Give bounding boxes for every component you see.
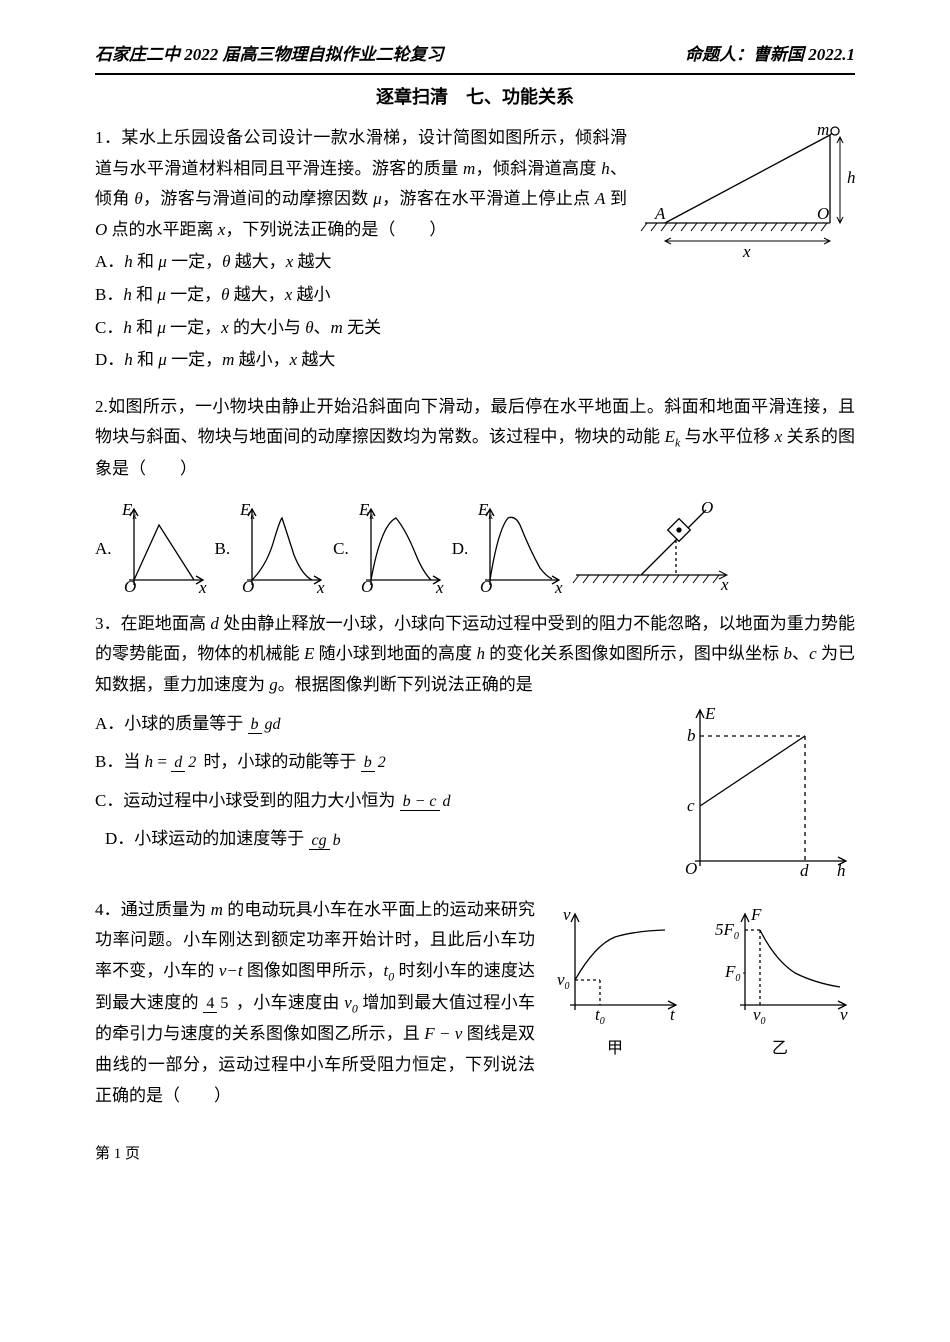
- svg-text:O: O: [480, 577, 492, 595]
- svg-text:O: O: [701, 498, 713, 517]
- svg-text:Ek: Ek: [358, 500, 374, 522]
- svg-text:E: E: [704, 704, 716, 723]
- svg-text:v: v: [840, 1005, 848, 1024]
- q1-fig-A: A: [654, 204, 666, 223]
- q2-option-d: D. Ek x O: [452, 500, 566, 595]
- q1-option-d: D．h 和 μ 一定，m 越小，x 越大: [95, 345, 855, 376]
- page-footer: 第 1 页: [95, 1141, 855, 1168]
- q2-stem: 2.如图所示，一小物块由静止开始沿斜面向下滑动，最后停在水平地面上。斜面和地面平…: [95, 392, 855, 485]
- q4-fig2-caption: 乙: [705, 1035, 855, 1064]
- question-2: 2.如图所示，一小物块由静止开始沿斜面向下滑动，最后停在水平地面上。斜面和地面平…: [95, 392, 855, 595]
- svg-text:v0: v0: [557, 970, 570, 992]
- q1-fig-O: O: [817, 204, 829, 223]
- svg-text:F: F: [750, 905, 762, 924]
- svg-text:x: x: [198, 578, 207, 595]
- q2-graph-c: Ek x O: [351, 500, 446, 595]
- svg-text:5F0: 5F0: [715, 920, 739, 942]
- question-4: v v0 t0 t 甲 F 5F0 F0: [95, 895, 855, 1112]
- svg-text:Ek: Ek: [477, 500, 493, 522]
- q4-figure-2: F 5F0 F0 v0 v: [705, 905, 855, 1025]
- q1-fig-m: m: [817, 123, 829, 139]
- svg-text:Ek: Ek: [121, 500, 137, 522]
- q1-fig-x: x: [742, 242, 751, 261]
- q2-option-b: B. Ek x O: [215, 500, 328, 595]
- svg-text:v: v: [563, 905, 571, 924]
- svg-text:O: O: [361, 577, 373, 595]
- svg-text:b: b: [687, 726, 696, 745]
- svg-text:F0: F0: [724, 962, 740, 984]
- q4-fig1-caption: 甲: [545, 1035, 685, 1064]
- svg-text:O: O: [685, 859, 697, 878]
- q2-graph-a: Ek x O: [114, 500, 209, 595]
- svg-text:x: x: [435, 578, 444, 595]
- q1-figure: m h A O x: [635, 123, 855, 263]
- svg-text:d: d: [800, 861, 809, 880]
- q4-figure-1: v v0 t0 t: [545, 905, 685, 1025]
- page-header: 石家庄二中 2022 届高三物理自拟作业二轮复习 命题人：曹新国 2022.1: [95, 40, 855, 75]
- subtitle: 逐章扫清 七、功能关系: [95, 81, 855, 113]
- q1-option-c: C．h 和 μ 一定，x 的大小与 θ、m 无关: [95, 313, 855, 344]
- q1-options: A．h 和 μ 一定，θ 越大，x 越大 B．h 和 μ 一定，θ 越大，x 越…: [95, 247, 855, 375]
- question-1: m h A O x 1．某水上乐园设备公司设计一款水滑梯，设计简图如图所示，倾斜…: [95, 123, 855, 378]
- q4-figures: v v0 t0 t 甲 F 5F0 F0: [545, 905, 855, 1064]
- svg-text:h: h: [837, 861, 846, 880]
- q3-stem: 3．在距地面高 d 处由静止释放一小球，小球向下运动过程中受到的阻力不能忽略，以…: [95, 609, 855, 701]
- q2-graph-b: Ek x O: [232, 500, 327, 595]
- svg-text:t: t: [670, 1005, 676, 1024]
- svg-text:v0: v0: [753, 1005, 766, 1025]
- q2-option-c: C. Ek x O: [333, 500, 446, 595]
- svg-text:O: O: [124, 577, 136, 595]
- q2-graph-d: Ek x O: [470, 500, 565, 595]
- svg-text:x: x: [554, 578, 563, 595]
- q2-graph-row: A. Ek x O B. Ek x: [95, 495, 855, 595]
- svg-text:t0: t0: [595, 1005, 605, 1025]
- question-3: 3．在距地面高 d 处由静止释放一小球，小球向下运动过程中受到的阻力不能忽略，以…: [95, 609, 855, 881]
- q3-figure: E b c O d h: [665, 701, 855, 881]
- svg-text:O: O: [242, 577, 254, 595]
- header-left: 石家庄二中 2022 届高三物理自拟作业二轮复习: [95, 40, 444, 71]
- q2-incline-figure: O x: [571, 495, 731, 595]
- svg-text:c: c: [687, 796, 695, 815]
- q2-option-a: A. Ek x O: [95, 500, 209, 595]
- q1-fig-h: h: [847, 168, 855, 187]
- svg-text:x: x: [316, 578, 325, 595]
- svg-text:Ek: Ek: [239, 500, 255, 522]
- q1-option-b: B．h 和 μ 一定，θ 越大，x 越小: [95, 280, 855, 311]
- header-right: 命题人：曹新国 2022.1: [685, 40, 855, 71]
